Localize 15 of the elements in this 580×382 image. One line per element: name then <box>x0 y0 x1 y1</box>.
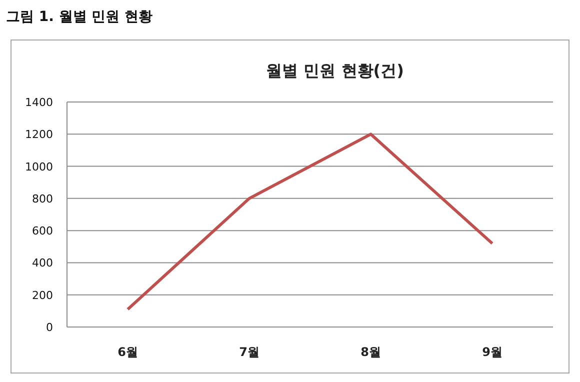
caption: 그림 1. 월별 민원 현황 <box>6 9 153 25</box>
line-series <box>126 132 494 311</box>
y-tick-label: 1200 <box>25 128 53 142</box>
y-tick-label: 800 <box>32 192 53 206</box>
x-tick-label: 7월 <box>239 345 260 359</box>
y-tick-label: 400 <box>32 256 53 270</box>
y-tick-label: 1000 <box>25 160 53 174</box>
x-tick-label: 8월 <box>360 345 381 359</box>
y-tick-label: 1400 <box>25 96 53 109</box>
y-tick-label: 200 <box>32 288 53 302</box>
chart-title: 월별 민원 현황(건) <box>266 61 404 80</box>
x-tick-label: 6월 <box>118 345 138 359</box>
y-tick-label: 600 <box>32 224 53 238</box>
x-tick-label: 9월 <box>482 345 502 359</box>
y-tick-label: 0 <box>46 321 53 334</box>
